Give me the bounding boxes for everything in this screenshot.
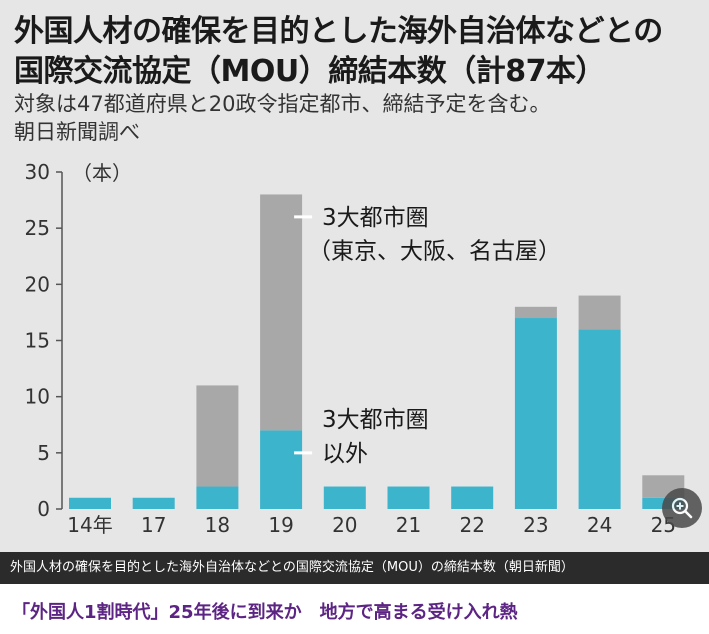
y-unit-label: （本）: [72, 161, 132, 185]
chart-title-line1: 外国人材の確保を目的とした海外自治体などとの: [14, 14, 663, 49]
zoom-in-icon: [671, 497, 693, 519]
x-tick-label: 23: [523, 513, 548, 537]
bar-segment-1-7: [514, 306, 557, 319]
chart-title-line2: 国際交流協定（MOU）締結本数（計87本）: [14, 54, 605, 89]
bar-segment-1-8: [578, 295, 621, 330]
y-tick-label: 25: [25, 216, 50, 240]
x-tick-label: 21: [396, 513, 421, 537]
x-tick-label: 19: [268, 513, 293, 537]
chart-subtitle-line2: 朝日新聞調べ: [14, 120, 140, 144]
x-tick-label: 14年: [67, 513, 112, 537]
x-tick-label: 24: [587, 513, 612, 537]
chart-subtitle-line1: 対象は47都道府県と20政令指定都市、締結予定を含む。: [14, 92, 551, 116]
other-annotation-line2: 以外: [322, 441, 368, 467]
bar-segment-0-6: [451, 486, 494, 509]
y-tick-label: 20: [25, 272, 50, 296]
bar-segment-0-8: [578, 329, 621, 509]
chart-figure: 外国人材の確保を目的とした海外自治体などとの 国際交流協定（MOU）締結本数（計…: [0, 0, 709, 552]
bar-segment-1-2: [196, 385, 239, 487]
article-headline-link[interactable]: 「外国人1割時代」25年後に到来か 地方で高まる受け入れ熱: [12, 602, 518, 623]
bar-segment-0-1: [132, 497, 175, 509]
y-tick-label: 0: [37, 497, 50, 521]
bar-segment-0-3: [260, 430, 303, 509]
bar-segment-0-7: [514, 318, 557, 509]
bar-segment-1-3: [260, 194, 303, 431]
x-tick-label: 18: [205, 513, 230, 537]
y-tick-label: 30: [25, 160, 50, 184]
y-tick-label: 5: [37, 441, 50, 465]
image-caption: 外国人材の確保を目的とした海外自治体などとの国際交流協定（MOU）の締結本数（朝…: [0, 552, 709, 584]
x-tick-label: 22: [459, 513, 484, 537]
y-tick-label: 15: [25, 329, 50, 353]
bar-segment-0-0: [69, 497, 111, 509]
bar-segment-0-2: [196, 486, 239, 509]
y-tick-label: 10: [25, 385, 50, 409]
metro-annotation-line2: （東京、大阪、名古屋）: [308, 239, 561, 265]
bar-segment-0-4: [323, 486, 366, 509]
bar-segment-0-5: [387, 486, 430, 509]
zoom-button[interactable]: [662, 488, 702, 528]
metro-annotation-line1: 3大都市圏: [322, 205, 429, 231]
other-annotation-line1: 3大都市圏: [322, 407, 429, 433]
x-tick-label: 20: [332, 513, 357, 537]
x-tick-label: 17: [141, 513, 166, 537]
